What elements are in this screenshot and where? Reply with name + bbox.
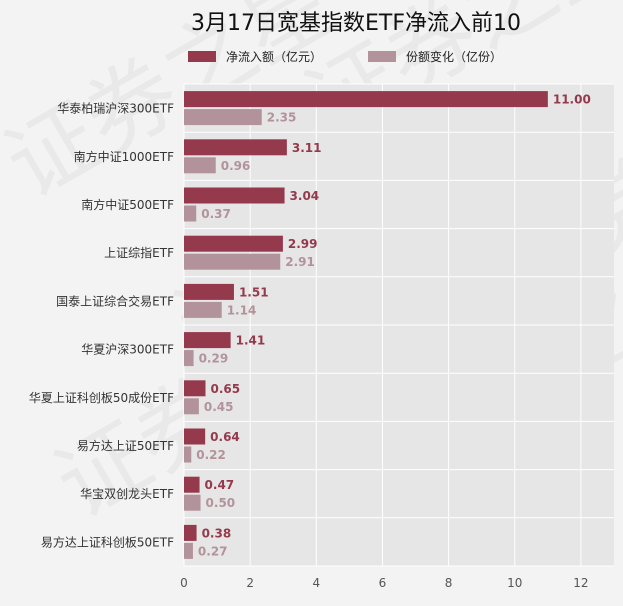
net-inflow-value-label: 1.51 [239,285,269,299]
category-label: 华宝双创龙头ETF [80,487,174,501]
share-change-bar [184,350,194,367]
net-inflow-bar [184,139,287,156]
legend-label-share-change: 份额变化（亿份） [406,49,502,64]
bars [184,91,548,559]
category-label: 华夏上证科创板50成份ETF [29,391,174,405]
x-tick-label: 0 [180,576,188,590]
legend-swatch-net-inflow [188,51,216,62]
net-inflow-value-label: 11.00 [553,93,591,107]
net-inflow-bar [184,187,285,204]
category-label: 南方中证500ETF [81,197,174,212]
share-change-bar [184,494,201,511]
share-change-bar [184,205,197,222]
share-change-value-label: 0.29 [199,352,229,366]
category-label: 国泰上证综合交易ETF [56,293,174,308]
grid [183,83,614,567]
share-change-value-label: 0.50 [206,496,236,510]
net-inflow-value-label: 2.99 [288,237,318,251]
x-axis: 0 2 4 6 8 10 12 [180,576,588,590]
x-tick-label: 4 [312,576,320,590]
net-inflow-bar [184,476,200,493]
share-change-value-label: 0.22 [196,448,226,462]
net-inflow-value-label: 0.38 [202,526,232,540]
category-label: 易方达上证50ETF [77,438,174,453]
net-inflow-value-label: 3.11 [292,141,322,155]
net-inflow-bar [184,380,206,397]
x-tick-label: 12 [573,576,588,590]
labels: 11.00 2.35 华泰柏瑞沪深300ETF 3.11 0.96 南方中证1000ETF… [29,93,591,559]
share-change-bar [184,542,193,559]
category-label: 南方中证1000ETF [74,149,174,164]
share-change-value-label: 0.45 [204,400,234,414]
share-change-bar [184,398,199,415]
x-tick-label: 6 [379,576,387,590]
net-inflow-bar [184,524,197,541]
net-inflow-bar [184,235,283,252]
chart-title: 3月17日宽基指数ETF净流入前10 [191,11,521,36]
legend-label-net-inflow: 净流入额（亿元） [226,49,322,64]
share-change-value-label: 2.35 [267,111,297,125]
share-change-bar [184,301,222,318]
net-inflow-bar [184,91,548,108]
legend: 净流入额（亿元） 份额变化（亿份） [188,49,502,64]
category-label: 易方达上证科创板50ETF [41,534,174,549]
share-change-value-label: 0.96 [221,159,251,173]
category-label: 上证综指ETF [104,245,174,260]
net-inflow-value-label: 0.47 [205,478,235,492]
net-inflow-value-label: 3.04 [290,189,320,203]
share-change-bar [184,157,216,174]
share-change-value-label: 2.91 [285,255,315,269]
legend-swatch-share-change [368,51,396,62]
share-change-value-label: 1.14 [227,303,257,317]
net-inflow-bar [184,332,231,349]
share-change-value-label: 0.27 [198,544,228,558]
x-tick-label: 2 [246,576,254,590]
category-label: 华夏沪深300ETF [81,343,174,357]
share-change-bar [184,446,192,463]
net-inflow-value-label: 1.41 [236,334,266,348]
net-inflow-bar [184,428,206,445]
category-label: 华泰柏瑞沪深300ETF [57,101,174,116]
share-change-bar [184,109,262,126]
net-inflow-value-label: 0.64 [210,430,240,444]
share-change-bar [184,253,281,270]
x-tick-label: 8 [445,576,453,590]
net-inflow-value-label: 0.65 [211,382,241,396]
share-change-value-label: 0.37 [201,207,231,221]
net-inflow-bar [184,283,234,300]
x-tick-label: 10 [507,576,522,590]
